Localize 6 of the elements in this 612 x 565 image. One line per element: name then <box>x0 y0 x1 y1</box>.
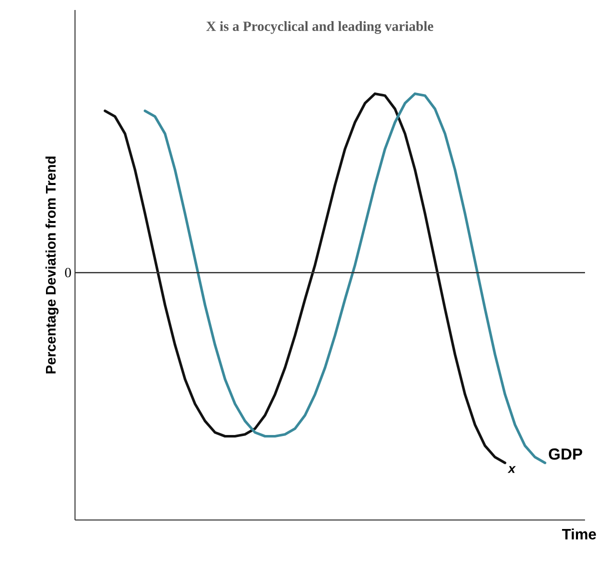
chart-title: X is a Procyclical and leading variable <box>206 21 434 34</box>
ref-line-label: 0 <box>65 268 71 278</box>
y-axis-title: Percentage Deviation from Trend <box>45 156 59 374</box>
x-axis-title: Time <box>562 528 596 540</box>
series-label: x <box>508 466 516 473</box>
series-label: GDP <box>548 448 582 460</box>
